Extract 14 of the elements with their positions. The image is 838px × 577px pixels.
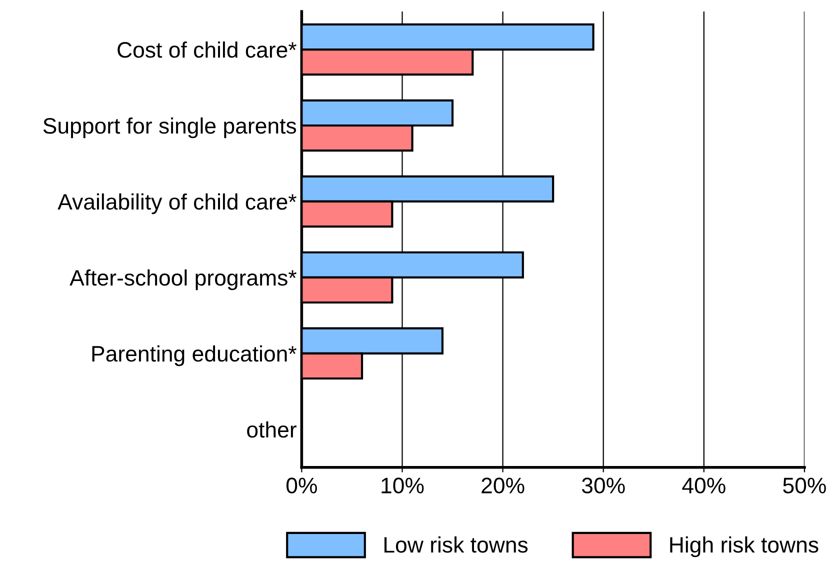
legend-label: Low risk towns (384, 536, 528, 553)
legend-label: High risk towns (670, 536, 818, 558)
x-tick-label: 0% (286, 478, 317, 494)
y-tick-label: After-school programs* (70, 269, 296, 290)
y-tick-label: other (247, 421, 296, 438)
x-tick-label: 20% (482, 478, 524, 494)
x-tick-label: 40% (682, 478, 726, 494)
y-tick-label: Support for single parents (43, 117, 296, 138)
x-tick-label: 30% (582, 478, 625, 494)
x-tick-label: 10% (382, 478, 424, 494)
y-tick-label: Cost of child care* (118, 41, 296, 58)
y-tick-label: Availability of child care* (58, 193, 296, 214)
x-tick-label: 50% (783, 478, 826, 494)
y-tick-label: Parenting education* (92, 345, 296, 366)
